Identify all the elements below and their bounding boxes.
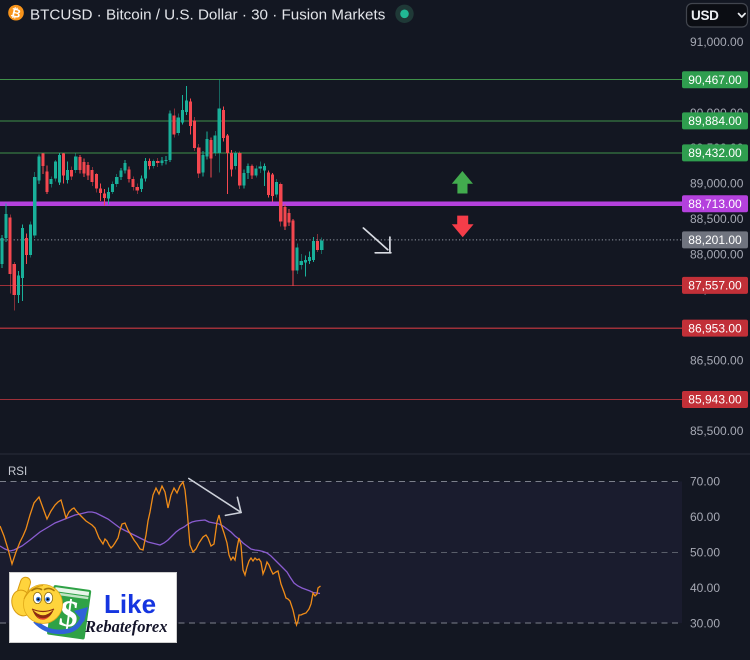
svg-text:89,432.00: 89,432.00 [688, 146, 742, 160]
svg-text:60.00: 60.00 [690, 510, 720, 524]
svg-text:30.00: 30.00 [690, 616, 720, 630]
svg-text:50.00: 50.00 [690, 546, 720, 560]
svg-text:89,884.00: 89,884.00 [688, 114, 742, 128]
svg-text:₿: ₿ [9, 5, 22, 21]
svg-text:88,500.00: 88,500.00 [690, 212, 744, 226]
svg-text:RSI: RSI [8, 466, 27, 478]
svg-text:86,500.00: 86,500.00 [690, 353, 744, 367]
svg-text:89,000.00: 89,000.00 [690, 177, 744, 191]
svg-text:86,953.00: 86,953.00 [688, 321, 742, 335]
svg-text:87,557.00: 87,557.00 [688, 279, 742, 293]
svg-text:91,000.00: 91,000.00 [690, 35, 744, 49]
svg-text:90,467.00: 90,467.00 [688, 73, 742, 87]
svg-text:USD: USD [691, 8, 719, 23]
svg-text:88,713.00: 88,713.00 [688, 197, 742, 211]
svg-text:40.00: 40.00 [690, 581, 720, 595]
svg-text:88,000.00: 88,000.00 [690, 247, 744, 261]
svg-text:70.00: 70.00 [690, 475, 720, 489]
svg-text:BTCUSD · Bitcoin / U.S. Dollar: BTCUSD · Bitcoin / U.S. Dollar · 30 · Fu… [30, 7, 386, 24]
svg-text:85,943.00: 85,943.00 [688, 393, 742, 407]
svg-text:88,201.00: 88,201.00 [688, 233, 742, 247]
svg-text:85,500.00: 85,500.00 [690, 424, 744, 438]
